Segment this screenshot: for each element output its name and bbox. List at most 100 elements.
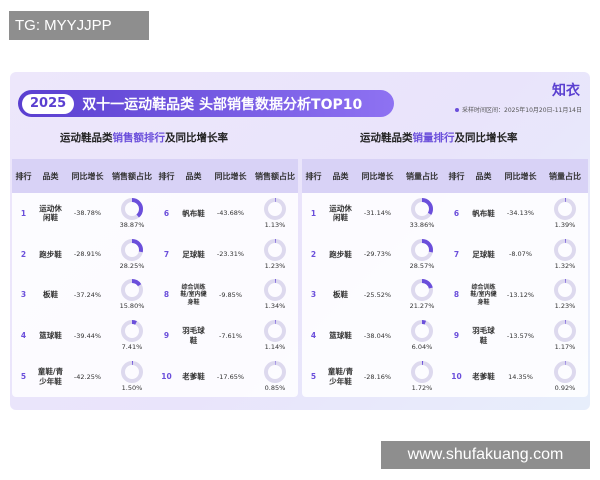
- share-ring-10: 0.85%: [253, 361, 297, 392]
- growth-cell: -17.65%: [216, 372, 245, 381]
- growth-cell: -9.85%: [219, 290, 242, 299]
- column-header: 销量占比: [542, 159, 588, 193]
- growth-cell: -13.12%: [506, 290, 535, 299]
- share-label: 1.14%: [264, 343, 286, 352]
- growth-cell: -42.25%: [73, 372, 102, 381]
- category-cell: 板鞋: [43, 290, 58, 300]
- sales-amount-table: 排行 品类 同比增长 销售额占比 排行 品类 同比增长 销售额占比 1 运动休闲鞋 -38.78%…: [12, 159, 298, 397]
- title-banner: 2025 双十一运动鞋品类 头部销售数据分析TOP10: [18, 90, 394, 117]
- share-ring-svg: [121, 361, 143, 384]
- date-range-text: 采样时间区间：2025年10月20日-11月14日: [462, 107, 582, 114]
- share-cell: 1.32%: [542, 234, 588, 275]
- share-ring-svg: [121, 238, 143, 261]
- share-cell: 6.04%: [399, 315, 445, 356]
- share-ring-arc: [554, 279, 576, 302]
- brand-logo: 知衣: [552, 83, 580, 99]
- column-header: 品类: [35, 159, 66, 193]
- category-cell: 童鞋/青少年鞋: [327, 367, 354, 386]
- share-ring-7: 1.32%: [543, 238, 587, 270]
- table-row: 1 运动休闲鞋 -38.78% 38.87% 6 帆布鞋 -43.68% 1.13%: [12, 193, 298, 234]
- share-ring-track: [554, 279, 576, 302]
- growth-cell: -28.16%: [363, 372, 392, 381]
- share-label: 1.39%: [554, 220, 576, 229]
- growth-cell: -31.14%: [363, 209, 392, 218]
- share-label: 15.80%: [119, 302, 145, 311]
- rank-cell: 6: [453, 208, 460, 218]
- table-row: 1 运动休闲鞋 -31.14% 33.86% 6 帆布鞋 -34.13% 1.39%: [302, 193, 588, 234]
- share-ring-svg: [121, 279, 143, 302]
- sales-volume-table-panel: 排行 品类 同比增长 销量占比 排行 品类 同比增长 销量占比 1 运动休闲鞋 -31.14% 33…: [302, 159, 588, 397]
- share-label: 1.32%: [554, 261, 576, 270]
- category-cell: 跑步鞋: [39, 249, 62, 259]
- growth-cell: 14.35%: [508, 372, 533, 381]
- share-ring-arc: [411, 320, 433, 343]
- column-header: 销量占比: [399, 159, 445, 193]
- share-ring-arc: [411, 197, 433, 220]
- share-ring-svg: [411, 197, 433, 220]
- rank-cell: 7: [163, 249, 170, 259]
- share-ring-track: [411, 361, 433, 384]
- share-cell: 28.57%: [399, 234, 445, 275]
- share-ring-svg: [411, 320, 433, 343]
- share-ring-1: 38.87%: [110, 197, 154, 229]
- share-label: 1.72%: [411, 384, 433, 393]
- category-cell: 篮球鞋: [329, 331, 352, 341]
- category-cell: 跑步鞋: [329, 249, 352, 259]
- rank-cell: 2: [310, 249, 317, 259]
- table-row: 3 板鞋 -25.52% 21.27% 8 综合训练鞋/室内健身鞋 -13.12% 1.23%: [302, 275, 588, 316]
- share-ring-svg: [264, 320, 286, 343]
- growth-cell: -13.57%: [506, 331, 535, 340]
- column-header: 品类: [468, 159, 499, 193]
- category-cell: 板鞋: [333, 290, 348, 300]
- share-ring-svg: [264, 361, 286, 384]
- growth-cell: -38.04%: [363, 331, 392, 340]
- share-ring-4: 7.41%: [110, 320, 154, 351]
- category-cell: 羽毛球鞋: [182, 326, 205, 345]
- share-ring-svg: [554, 238, 576, 261]
- sales-volume-table: 排行 品类 同比增长 销量占比 排行 品类 同比增长 销量占比 1 运动休闲鞋 -31.14% 33…: [302, 159, 588, 397]
- share-ring-track: [554, 320, 576, 343]
- share-cell: 0.85%: [252, 356, 298, 397]
- table-row: 5 童鞋/青少年鞋 -42.25% 1.50% 10 老爹鞋 -17.65% 0.85%: [12, 356, 298, 397]
- share-ring-svg: [264, 238, 286, 261]
- growth-cell: -39.44%: [73, 331, 102, 340]
- share-ring-track: [264, 320, 286, 343]
- share-ring-arc: [411, 238, 433, 261]
- share-ring-arc: [554, 361, 576, 384]
- right-subtitle: 运动鞋品类销量排行及同比增长率: [360, 130, 518, 145]
- column-header: 品类: [178, 159, 209, 193]
- rank-cell: 7: [453, 249, 460, 259]
- share-ring-svg: [554, 320, 576, 343]
- share-ring-10: 0.92%: [543, 361, 587, 392]
- category-cell: 老爹鞋: [472, 371, 495, 381]
- share-ring-arc: [264, 279, 286, 302]
- share-ring-arc: [411, 279, 433, 302]
- share-cell: 0.92%: [542, 356, 588, 397]
- year-badge: 2025: [22, 93, 75, 114]
- share-cell: 1.50%: [109, 356, 155, 397]
- share-ring-track: [554, 361, 576, 384]
- share-ring-arc: [121, 238, 143, 261]
- rank-cell: 8: [453, 290, 460, 300]
- category-cell: 综合训练鞋/室内健身鞋: [180, 283, 207, 306]
- share-ring-arc: [554, 320, 576, 343]
- category-cell: 综合训练鞋/室内健身鞋: [470, 283, 497, 306]
- share-ring-arc: [264, 197, 286, 220]
- share-ring-arc: [554, 197, 576, 220]
- share-label: 1.34%: [264, 302, 286, 311]
- rank-cell: 5: [20, 371, 27, 381]
- share-ring-arc: [121, 197, 143, 220]
- share-ring-svg: [554, 197, 576, 220]
- share-label: 21.27%: [409, 302, 435, 311]
- share-cell: 38.87%: [109, 193, 155, 234]
- share-ring-4: 6.04%: [400, 320, 444, 351]
- share-ring-track: [264, 238, 286, 261]
- growth-cell: -25.52%: [363, 290, 392, 299]
- share-ring-7: 1.23%: [253, 238, 297, 270]
- growth-cell: -43.68%: [216, 209, 245, 218]
- share-ring-arc: [121, 320, 143, 343]
- category-cell: 篮球鞋: [39, 331, 62, 341]
- share-cell: 1.14%: [252, 315, 298, 356]
- share-ring-svg: [411, 361, 433, 384]
- share-ring-arc: [121, 279, 143, 302]
